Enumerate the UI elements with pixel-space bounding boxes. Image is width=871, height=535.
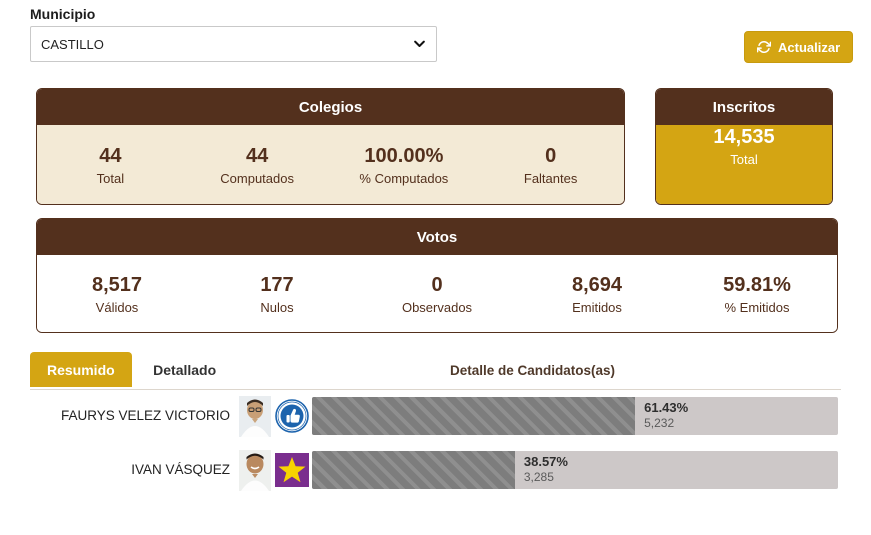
colegios-stat-pct-computados: 100.00% % Computados xyxy=(331,144,478,186)
votos-stat-validos: 8,517 Válidos xyxy=(37,273,197,315)
colegios-panel-body: 44 Total 44 Computados 100.00% % Computa… xyxy=(37,125,624,204)
votos-stat-emitidos: 8,694 Emitidos xyxy=(517,273,677,315)
tab-detallado[interactable]: Detallado xyxy=(153,362,217,378)
stat-value: 177 xyxy=(260,274,294,296)
stat-label: % Computados xyxy=(359,171,449,186)
stat-value: 59.81% xyxy=(723,274,791,296)
stat-value: 0 xyxy=(431,274,443,296)
candidate-row: IVAN VÁSQUEZ 38.57% 3,285 xyxy=(0,447,871,493)
votos-stat-pct-emitidos: 59.81% % Emitidos xyxy=(677,273,837,315)
colegios-stat-computados: 44 Computados xyxy=(184,144,331,186)
stat-value: 14,535 xyxy=(713,126,775,148)
candidate-name: IVAN VÁSQUEZ xyxy=(131,462,230,477)
stat-label: Válidos xyxy=(95,300,139,315)
candidate-bar-text: 38.57% 3,285 xyxy=(524,453,568,485)
stat-value: 8,694 xyxy=(571,274,623,296)
party-logo-thumbs-up-icon xyxy=(275,397,309,435)
stat-label: Total xyxy=(96,171,125,186)
candidate-vote-bar: 38.57% 3,285 xyxy=(312,451,838,489)
stat-label: % Emitidos xyxy=(724,300,790,315)
candidate-vote-bar: 61.43% 5,232 xyxy=(312,397,838,435)
tab-resumido[interactable]: Resumido xyxy=(30,352,132,387)
party-logo-yellow-star-icon xyxy=(275,451,309,489)
candidates-tabbar: Resumido Detallado Detalle de Candidatos… xyxy=(30,352,841,390)
stat-label: Computados xyxy=(220,171,294,186)
candidate-photo xyxy=(239,396,271,437)
stat-label: Nulos xyxy=(260,300,294,315)
refresh-icon xyxy=(757,40,771,54)
inscritos-panel-body: 14,535 Total xyxy=(656,125,832,204)
stat-value: 100.00% xyxy=(364,145,444,167)
municipio-select-wrap: CASTILLO xyxy=(30,26,437,62)
candidate-percent: 61.43% xyxy=(644,400,689,415)
colegios-stat-faltantes: 0 Faltantes xyxy=(477,144,624,186)
stat-value: 44 xyxy=(99,145,122,167)
municipio-select[interactable]: CASTILLO xyxy=(30,26,437,62)
refresh-button[interactable]: Actualizar xyxy=(744,31,854,63)
stat-label: Observados xyxy=(401,300,473,315)
votos-stat-nulos: 177 Nulos xyxy=(197,273,357,315)
colegios-panel-title: Colegios xyxy=(37,89,624,125)
votos-panel: Votos 8,517 Válidos 177 Nulos 0 Observad… xyxy=(36,218,838,333)
candidate-row: FAURYS VELEZ VICTORIO 61.43% 5,232 xyxy=(0,393,871,439)
colegios-stat-total: 44 Total xyxy=(37,144,184,186)
inscritos-stat-total: 14,535 Total xyxy=(713,125,775,204)
candidate-photo xyxy=(239,450,271,491)
stat-label: Emitidos xyxy=(572,300,622,315)
colegios-panel: Colegios 44 Total 44 Computados 100.00% … xyxy=(36,88,625,205)
municipio-label: Municipio xyxy=(30,6,96,22)
inscritos-panel: Inscritos 14,535 Total xyxy=(655,88,833,205)
stat-label: Faltantes xyxy=(523,171,578,186)
candidate-bar-text: 61.43% 5,232 xyxy=(644,399,688,431)
refresh-button-label: Actualizar xyxy=(778,39,841,55)
inscritos-panel-title: Inscritos xyxy=(656,89,832,125)
candidate-votes: 5,232 xyxy=(644,416,675,430)
stat-value: 0 xyxy=(545,145,557,167)
candidates-detail-title: Detalle de Candidatos(as) xyxy=(450,363,616,378)
candidate-votes: 3,285 xyxy=(523,470,554,484)
candidate-percent: 38.57% xyxy=(523,454,568,469)
votos-panel-title: Votos xyxy=(37,219,837,255)
candidate-vote-bar-fill xyxy=(312,451,515,489)
candidate-name: FAURYS VELEZ VICTORIO xyxy=(60,408,230,423)
votos-stat-observados: 0 Observados xyxy=(357,273,517,315)
votos-panel-body: 8,517 Válidos 177 Nulos 0 Observados 8,6… xyxy=(37,255,837,332)
candidate-vote-bar-fill xyxy=(312,397,636,435)
stat-value: 44 xyxy=(246,145,269,167)
stat-value: 8,517 xyxy=(91,274,143,296)
stat-label: Total xyxy=(730,152,758,167)
